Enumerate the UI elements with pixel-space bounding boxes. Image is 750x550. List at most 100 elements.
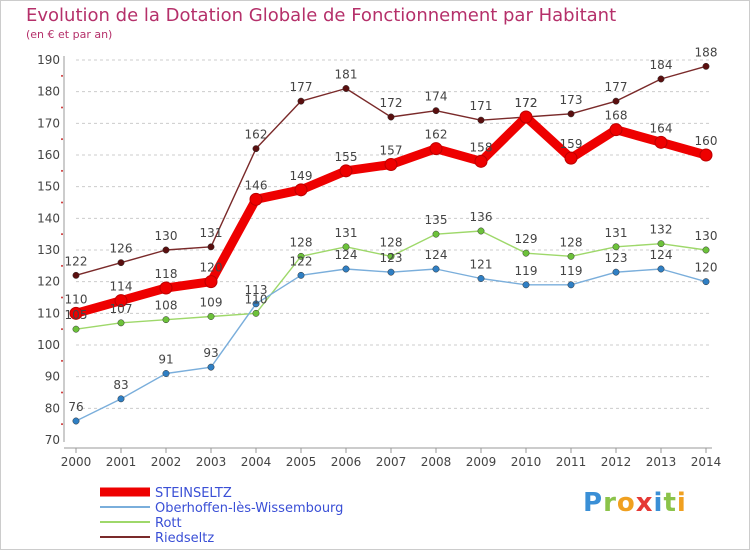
y-tick-label: 150 [37,180,60,194]
x-tick-label: 2014 [691,455,722,469]
x-tick-label: 2004 [241,455,272,469]
data-point [162,246,170,254]
y-tick-label: 140 [37,211,60,225]
y-minor-tick [61,423,63,426]
data-point [162,370,170,377]
x-tick-label: 2002 [151,455,182,469]
legend-label: Riedseltz [155,531,214,546]
y-minor-tick [61,233,63,236]
proxiti-logo[interactable]: Proxiti [583,488,687,518]
logo-letter: r [603,488,617,518]
data-label: 181 [335,68,358,82]
y-minor-tick [61,74,63,77]
data-label: 172 [380,96,403,110]
data-point [522,249,530,257]
data-point [477,227,485,235]
data-label: 131 [335,226,358,240]
legend-label: Rott [155,516,182,531]
data-point [117,259,125,267]
data-point [699,148,713,162]
x-tick-label: 2005 [286,455,317,469]
data-label: 162 [425,128,448,142]
data-label: 120 [695,261,718,275]
data-label: 124 [650,248,673,262]
legend: STEINSELTZOberhoffen-lès-WissembourgRott… [100,486,343,546]
data-point [609,123,623,137]
data-point [207,313,215,320]
data-label: 131 [605,226,628,240]
data-point [477,275,485,282]
data-point [702,278,710,286]
data-label: 109 [200,296,223,310]
data-point [477,116,485,124]
x-tick-label: 2008 [421,455,452,469]
data-label: 114 [110,280,133,294]
x-tick-label: 2001 [106,455,137,469]
x-tick-label: 2000 [61,455,92,469]
data-point [252,300,260,308]
data-point [387,113,395,121]
x-tick-label: 2006 [331,455,362,469]
data-label: 158 [470,140,493,154]
y-tick-label: 90 [45,370,60,384]
data-label: 136 [470,210,493,224]
data-label: 172 [515,96,538,110]
data-label: 174 [425,90,448,104]
data-point [69,306,83,320]
data-label: 177 [605,80,628,94]
data-point [567,281,575,289]
data-point [72,325,80,333]
y-minor-tick [61,391,63,394]
data-label: 164 [650,121,673,135]
data-label: 132 [650,223,673,237]
data-point [72,417,80,425]
data-label: 188 [695,45,718,59]
data-point [564,151,578,165]
x-tick-label: 2012 [601,455,632,469]
data-label: 120 [200,261,223,275]
data-point [474,154,488,168]
data-point [387,268,395,276]
data-point [252,309,260,317]
y-tick-labels: 70 80 90 100 110 120 130 140 150 160 170 180 190 [37,53,60,447]
x-tick-label: 2009 [466,455,497,469]
y-tick-label: 110 [37,306,60,320]
data-point [117,319,125,327]
data-label: 93 [203,346,218,360]
data-point [207,363,215,371]
data-point [657,240,665,248]
data-point [612,243,620,251]
y-minor-tick [61,201,63,204]
data-label: 171 [470,99,493,113]
data-point [342,243,350,251]
data-label: 126 [110,242,133,256]
data-label: 91 [158,353,173,367]
data-point [429,142,443,156]
data-label: 173 [560,93,583,107]
logo-letter: i [653,488,664,518]
data-point [342,85,350,92]
data-label: 118 [155,267,178,281]
data-label: 122 [65,254,88,268]
data-point [612,268,620,276]
data-point [519,110,533,124]
data-point [159,281,173,295]
data-label: 121 [470,258,493,272]
data-label: 157 [380,144,403,158]
data-point [567,252,575,260]
data-label: 172 [515,96,538,110]
data-point [204,275,218,289]
data-label: 128 [380,235,403,249]
y-minor-tick [61,296,63,299]
data-point [207,243,215,251]
data-label: 131 [200,226,223,240]
y-minor-tick [61,328,63,331]
axes [61,56,712,453]
data-point [702,62,710,70]
data-label: 123 [605,251,628,265]
data-label: 135 [425,213,448,227]
y-tick-label: 160 [37,148,60,162]
chart-title: Evolution de la Dotation Globale de Fonc… [26,5,617,26]
data-point [339,164,353,178]
data-point [252,145,260,153]
